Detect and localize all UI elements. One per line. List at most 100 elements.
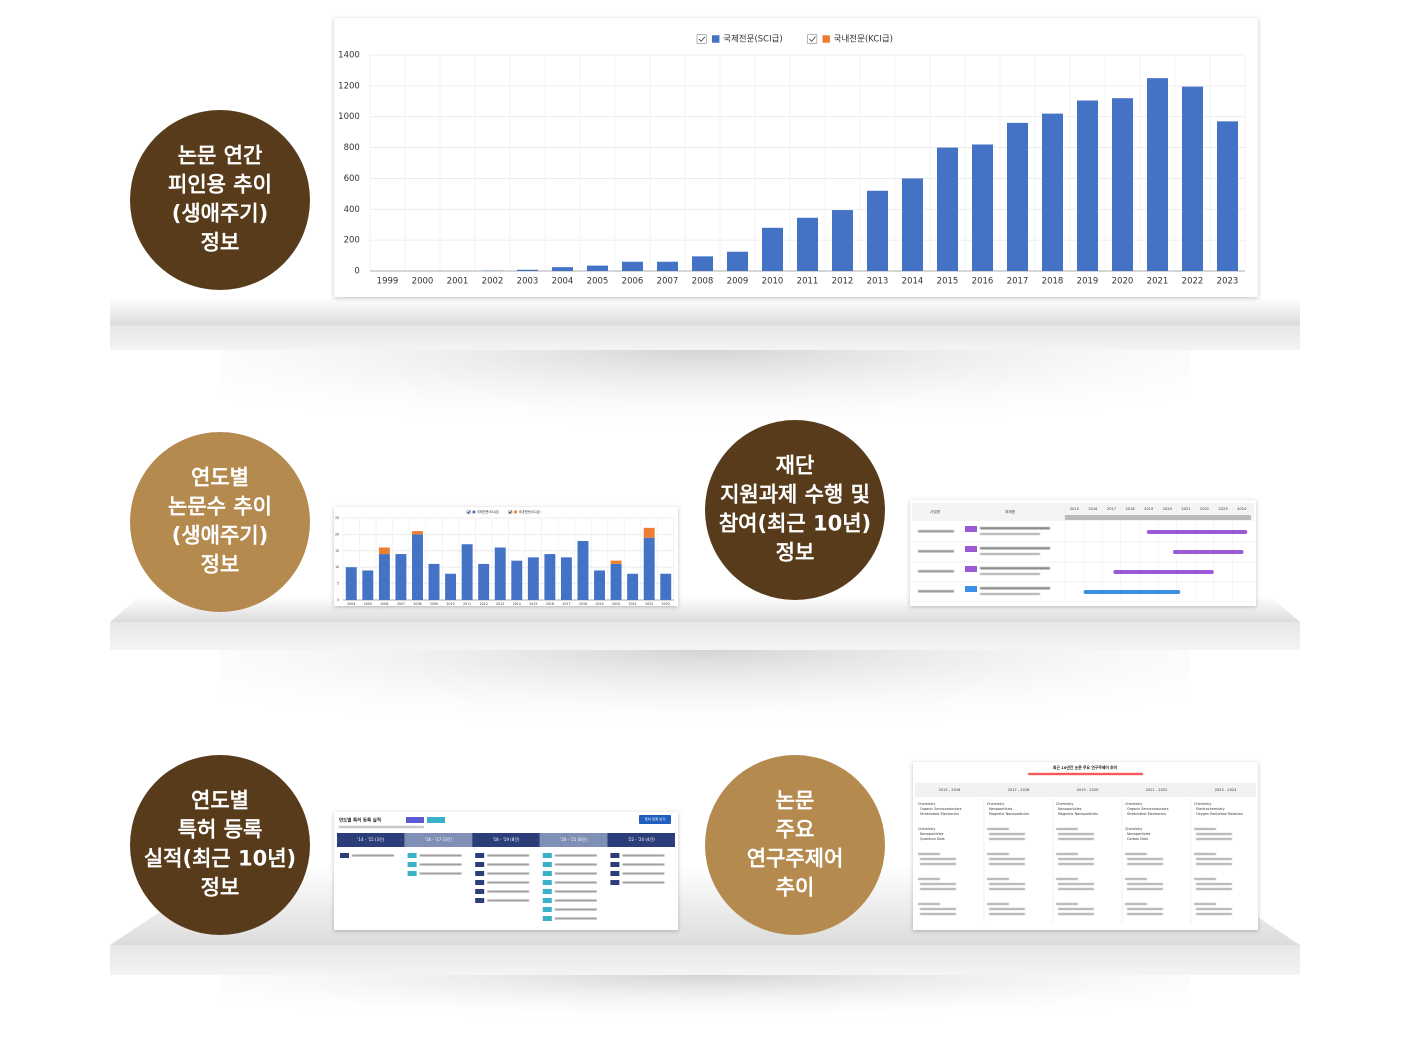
- blur-text: [920, 913, 956, 915]
- gantt-bar: [1172, 550, 1244, 554]
- topic-term: Nanoparticles: [1127, 832, 1151, 836]
- bar: [1147, 78, 1168, 272]
- patent-tag: [542, 889, 552, 894]
- blur-text: [1194, 853, 1216, 855]
- topics-period: 2015 - 2016: [939, 788, 962, 792]
- patent-tag: [610, 853, 620, 858]
- blur-text: [1194, 878, 1216, 880]
- patent-tag: [542, 862, 552, 867]
- topic-term: Nanoparticles: [920, 832, 944, 836]
- blur-text: [487, 881, 530, 884]
- blur-text: [419, 854, 462, 857]
- blur-text: [352, 854, 394, 857]
- shelf-shadow: [220, 650, 1190, 770]
- blur-text: [554, 899, 597, 902]
- y-tick-label: 1200: [338, 81, 360, 91]
- gantt-bar: [1113, 570, 1214, 574]
- blur-text: [554, 881, 597, 884]
- legend-check: [809, 36, 816, 42]
- topic-term: Chemistry: [1056, 802, 1073, 806]
- legend-check: [698, 36, 706, 42]
- blur-text: [920, 908, 956, 910]
- blur-text: [918, 853, 940, 855]
- circle-label: 논문수 추이: [168, 495, 272, 519]
- blur-text: [989, 833, 1025, 835]
- x-tick-label: 2007: [657, 277, 679, 287]
- blur-text: [1125, 853, 1147, 855]
- circle-label: 정보: [201, 876, 240, 900]
- blur-text: [622, 863, 665, 866]
- bar: [378, 554, 390, 600]
- chart-card: [334, 18, 1258, 297]
- blur-text: [622, 854, 665, 857]
- bar: [627, 573, 639, 600]
- blur-text: [1058, 908, 1094, 910]
- blur-text: [1058, 863, 1094, 865]
- bar: [428, 563, 440, 600]
- blur-text: [1127, 888, 1163, 890]
- patent-period: '16 - '17 (3건): [425, 836, 452, 842]
- gantt-year: 2015: [1070, 507, 1079, 511]
- blur-text: [1058, 883, 1094, 885]
- patent-badge: [427, 817, 445, 823]
- bar: [937, 147, 958, 271]
- gantt-tag: [965, 586, 977, 592]
- patent-card: [334, 812, 678, 930]
- blur-text: [1056, 828, 1078, 830]
- topic-term: Electrochemistry: [1196, 807, 1225, 811]
- shelf-shadow: [220, 350, 1190, 470]
- topic-term: Nanoparticles: [989, 807, 1013, 811]
- gantt-bar: [1146, 530, 1248, 534]
- gantt-year: 2023: [1219, 507, 1228, 511]
- patent-button[interactable]: [639, 815, 671, 824]
- topic-term: Nanoparticles: [1058, 807, 1082, 811]
- bar: [544, 554, 556, 600]
- blur-text: [1196, 863, 1232, 865]
- circle-label: 연구주제어: [747, 847, 844, 871]
- blur-text: [1196, 908, 1232, 910]
- patent-tag: [407, 862, 417, 867]
- bar: [797, 217, 818, 271]
- x-tick-label: 2005: [587, 277, 609, 287]
- gantt-tag: [965, 526, 977, 532]
- bar: [1042, 113, 1063, 271]
- blur-text: [989, 888, 1025, 890]
- blur-text: [1125, 878, 1147, 880]
- bar: [395, 554, 407, 600]
- blur-text: [980, 587, 1050, 590]
- legend-checkbox: [807, 34, 818, 44]
- x-tick-label: 2012: [832, 277, 854, 287]
- blur-text: [554, 854, 597, 857]
- blur-text: [1194, 828, 1216, 830]
- shelf-shadow: [220, 975, 1190, 1045]
- blur-text: [1056, 878, 1078, 880]
- blur-text: [989, 908, 1025, 910]
- x-tick-label: 2018: [1042, 277, 1064, 287]
- bar: [527, 557, 539, 600]
- blur-text: [554, 890, 597, 893]
- blur-text: [980, 547, 1050, 550]
- blur-text: [487, 854, 530, 857]
- legend-check: [508, 510, 512, 514]
- x-tick-label: 2018: [579, 602, 587, 606]
- blur-text: [1196, 833, 1232, 835]
- topic-term: Magnetic Nanoparticles: [989, 812, 1029, 816]
- x-tick-label: 2012: [480, 602, 488, 606]
- blur-text: [918, 878, 940, 880]
- shelf-top: [110, 298, 1300, 325]
- bar: [727, 251, 748, 271]
- x-tick-label: 2021: [629, 602, 637, 606]
- blur-text: [980, 573, 1040, 575]
- x-tick-label: 2006: [622, 277, 644, 287]
- patent-tag: [542, 853, 552, 858]
- bar: [552, 267, 573, 271]
- blur-text: [487, 899, 530, 902]
- topics-title: 최근 10년간 논문 주요 연구주제어 추이: [1053, 765, 1118, 770]
- blur-text: [920, 883, 956, 885]
- blur-text: [622, 881, 665, 884]
- patent-badge: [406, 817, 424, 823]
- legend-label: 국내전문(KCI급): [834, 34, 893, 45]
- blur-text: [1056, 903, 1078, 905]
- bar: [445, 573, 457, 600]
- blur-text: [980, 533, 1040, 535]
